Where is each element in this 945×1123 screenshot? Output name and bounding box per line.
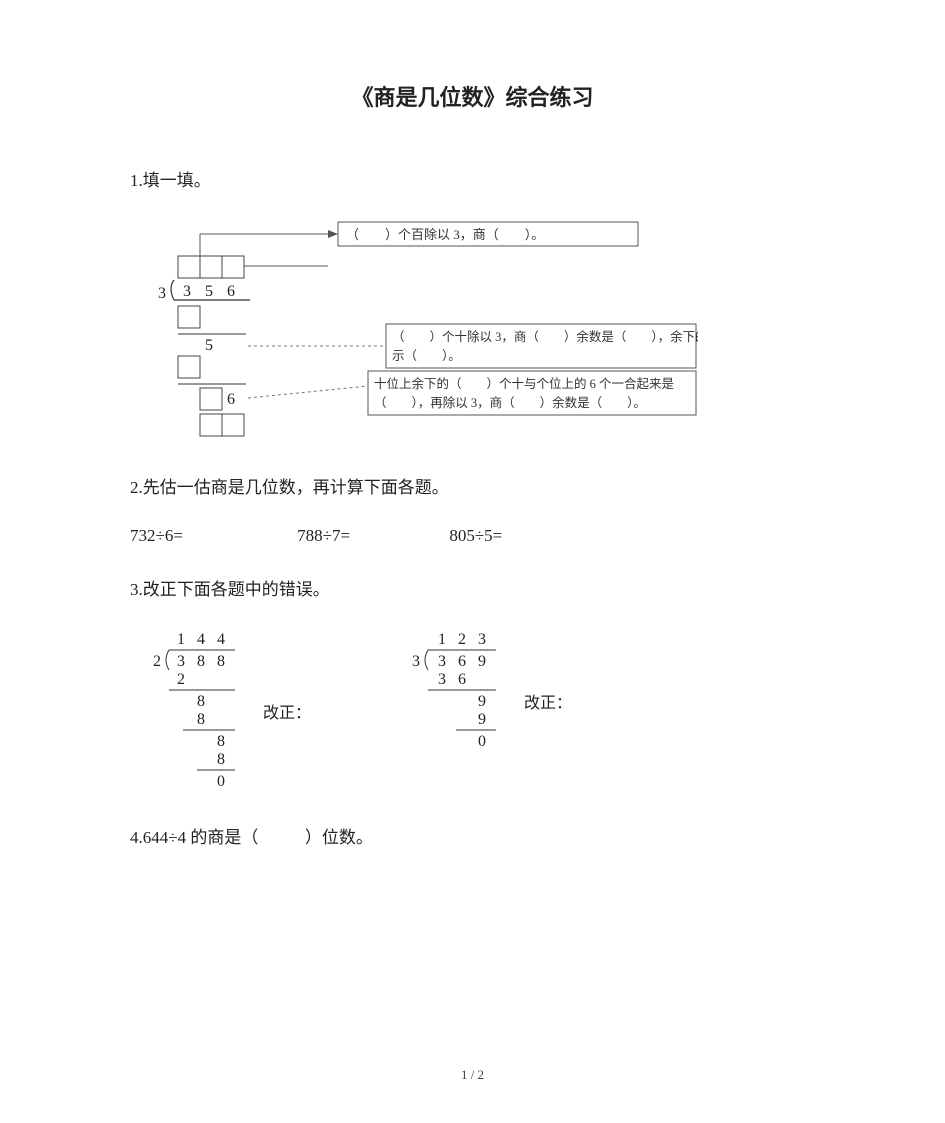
svg-text:8: 8	[217, 653, 225, 670]
svg-text:8: 8	[217, 751, 225, 768]
q4-a: 4.644÷4 的商是（	[130, 828, 258, 847]
q1-box3a: 十位上余下的（ ）个十与个位上的 6 个一合起来是	[374, 376, 675, 391]
page: 《商是几位数》综合练习 1.填一填。 3 3 5 6 5	[0, 0, 945, 1123]
svg-text:2: 2	[458, 631, 466, 648]
q1-box2b: 示（ ）。	[392, 349, 461, 363]
q2-e1: 732÷6=	[130, 526, 183, 546]
q4-b: ）位数。	[305, 828, 373, 847]
q3-left-corr: 改正：	[263, 699, 311, 723]
svg-text:0: 0	[217, 773, 225, 790]
q1-mid6: 6	[227, 391, 235, 408]
q3-figures: 1 4 4 2 3 8 8 2 8 8 8 8 0 改正：	[135, 626, 815, 796]
page-number: 1 / 2	[0, 1067, 945, 1083]
svg-text:0: 0	[478, 733, 486, 750]
svg-text:8: 8	[197, 653, 205, 670]
q1-box1: （ ）个百除以 3，商（ ）。	[346, 227, 544, 242]
q1-mid5: 5	[205, 337, 213, 354]
svg-text:3: 3	[478, 631, 486, 648]
q2-e3: 805÷5=	[449, 526, 502, 546]
doc-title: 《商是几位数》综合练习	[130, 80, 815, 112]
svg-text:9: 9	[478, 711, 486, 728]
q2-equations: 732÷6= 788÷7= 805÷5=	[130, 526, 815, 546]
q3-right-corr: 改正：	[524, 689, 572, 713]
q2-e2: 788÷7=	[297, 526, 350, 546]
svg-text:8: 8	[217, 733, 225, 750]
q1-label: 1.填一填。	[130, 167, 815, 194]
svg-text:2: 2	[153, 653, 161, 670]
q1-d2: 5	[205, 283, 213, 300]
svg-text:1: 1	[177, 631, 185, 648]
svg-text:8: 8	[197, 711, 205, 728]
q3-label: 3.改正下面各题中的错误。	[130, 576, 815, 603]
svg-text:4: 4	[197, 631, 205, 648]
svg-text:8: 8	[197, 693, 205, 710]
q3-left: 1 4 4 2 3 8 8 2 8 8 8 8 0 改正：	[135, 626, 346, 796]
q1-d1: 3	[183, 283, 191, 300]
svg-text:9: 9	[478, 693, 486, 710]
q2-label: 2.先估一估商是几位数，再计算下面各题。	[130, 474, 815, 501]
q1-divisor: 3	[158, 285, 166, 302]
svg-text:2: 2	[177, 671, 185, 688]
q1-box3b: （ ），再除以 3，商（ ）余数是（ ）。	[374, 395, 646, 410]
q4-label: 4.644÷4 的商是（ ）位数。	[130, 824, 815, 851]
q1-d3: 6	[227, 283, 235, 300]
svg-text:6: 6	[458, 653, 466, 670]
svg-text:3: 3	[438, 671, 446, 688]
svg-text:6: 6	[458, 671, 466, 688]
svg-text:3: 3	[177, 653, 185, 670]
svg-text:3: 3	[412, 653, 420, 670]
svg-text:1: 1	[438, 631, 446, 648]
q1-figure: 3 3 5 6 5 6 （ ）个百除以 3，商（ ）。	[138, 216, 815, 446]
svg-text:4: 4	[217, 631, 225, 648]
svg-text:9: 9	[478, 653, 486, 670]
q3-right: 1 2 3 3 3 6 9 3 6 9 9 0 改正：	[386, 626, 607, 776]
svg-text:3: 3	[438, 653, 446, 670]
q1-box2a: （ ）个十除以 3，商（ ）余数是（ ），余下的数表	[392, 329, 698, 344]
